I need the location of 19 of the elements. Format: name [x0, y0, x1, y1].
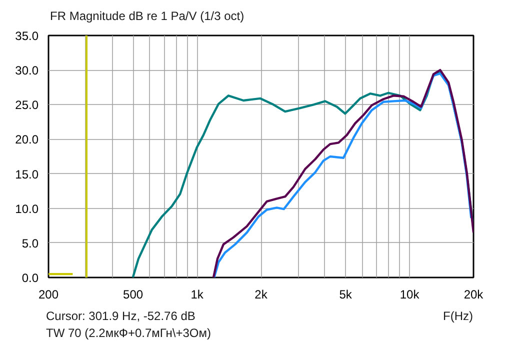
y-tick-label: 30.0 — [15, 64, 39, 78]
y-tick-label: 25.0 — [15, 98, 39, 112]
y-tick-label: 0.0 — [22, 271, 39, 285]
x-tick-label: 10k — [400, 288, 420, 302]
y-tick-label: 5.0 — [22, 236, 39, 250]
x-tick-label: 5k — [339, 288, 353, 302]
x-tick-label: 200 — [38, 288, 59, 302]
x-axis-title: F(Hz) — [443, 308, 473, 325]
text: Cursor: 301.9 Hz, -52.76 dB — [46, 308, 196, 325]
x-tick-label: 2k — [254, 288, 268, 302]
y-tick-label: 20.0 — [15, 132, 39, 147]
x-tick-label: 20k — [464, 288, 484, 302]
x-tick-label: 1k — [190, 288, 204, 302]
chart-title: FR Magnitude dB re 1 Pa/V (1/3 oct) — [50, 8, 244, 25]
x-tick-label: 500 — [123, 288, 144, 302]
y-tick-label: 15.0 — [15, 167, 39, 182]
text: TW 70 (2.2мкФ+0.7мГн\+3Ом) — [46, 325, 211, 342]
y-tick-label: 35.0 — [15, 29, 39, 43]
y-tick-label: 10.0 — [15, 202, 39, 216]
